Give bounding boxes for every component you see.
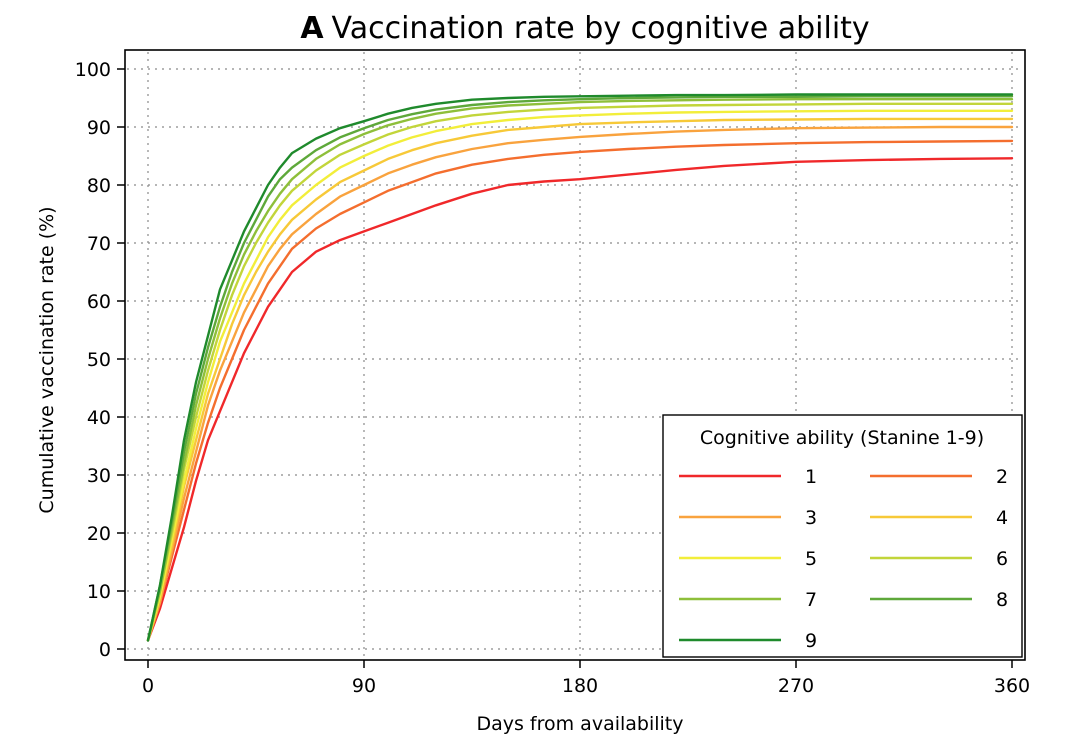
x-tick-label-0: 0 [142,675,154,697]
legend-label-5: 5 [805,548,817,570]
series-group [146,93,1014,642]
y-tick-label-1: 10 [87,581,111,603]
chart-title-main: Vaccination rate by cognitive ability [332,11,870,46]
y-axis-label: Cumulative vaccination rate (%) [36,206,58,513]
y-tick-label-10: 100 [75,59,111,81]
legend-box [662,414,1023,658]
y-tick-label-0: 0 [99,639,111,661]
series-line-5 [146,109,1014,642]
legend-items: 1 2 3 4 5 6 7 8 9 [679,466,1008,652]
series-line-6 [146,102,1014,642]
y-tick-label-4: 40 [87,407,111,429]
y-tick-label-3: 30 [87,465,111,487]
x-tick-label-3: 270 [778,675,814,697]
series-line-9 [146,93,1014,642]
plot-frame [124,49,1026,661]
legend-label-9: 9 [805,630,817,652]
legend-label-4: 4 [996,507,1008,529]
legend-label-1: 1 [805,466,817,488]
x-tick-label-2: 180 [562,675,598,697]
y-tick-label-5: 50 [87,349,111,371]
y-tick-label-2: 20 [87,523,111,545]
legend-label-7: 7 [805,589,817,611]
x-tick-label-1: 90 [352,675,376,697]
series-line-3 [146,125,1014,642]
series-line-1 [146,157,1014,642]
legend-label-8: 8 [996,589,1008,611]
x-axis-ticks: 0 90 180 270 360 [142,660,1030,697]
y-axis-ticks: 0 10 20 30 40 50 60 70 80 90 100 [75,59,125,661]
chart-title-prefix: A [300,11,324,46]
series-line-7 [146,98,1014,642]
series-line-4 [146,117,1014,642]
legend-title: Cognitive ability (Stanine 1-9) [700,427,984,449]
grid-lines [127,52,1023,658]
legend-label-3: 3 [805,507,817,529]
chart-title: A Vaccination rate by cognitive ability [300,11,869,46]
legend: Cognitive ability (Stanine 1-9) 1 2 3 4 5 6 7 8… [662,414,1023,658]
y-tick-label-8: 80 [87,175,111,197]
series-line-2 [146,139,1014,642]
y-tick-label-7: 70 [87,233,111,255]
y-tick-label-6: 60 [87,291,111,313]
series-line-8 [146,95,1014,642]
x-tick-label-4: 360 [994,675,1030,697]
y-tick-label-9: 90 [87,117,111,139]
legend-label-6: 6 [996,548,1008,570]
x-axis-label: Days from availability [476,713,683,735]
legend-label-2: 2 [996,466,1008,488]
